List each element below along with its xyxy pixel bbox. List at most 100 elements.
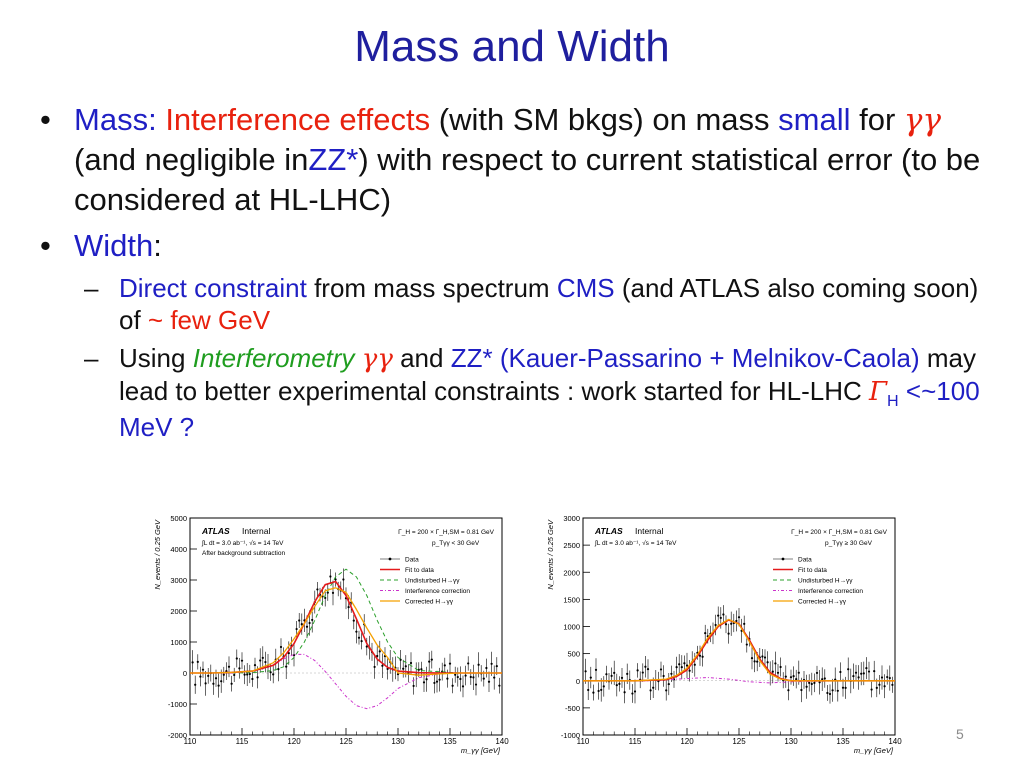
data-point	[355, 630, 358, 633]
data-point	[667, 682, 670, 686]
bullet-dot: •	[40, 102, 51, 137]
series-line	[190, 587, 502, 676]
data-point	[613, 671, 616, 674]
x-axis-label: m_γγ [GeV]	[461, 746, 501, 755]
legend-label: Interference correction	[405, 588, 470, 595]
direct-constraint: Direct constraint	[119, 273, 307, 303]
data-point	[454, 673, 457, 676]
page-number: 5	[956, 726, 964, 742]
bullet-dot: •	[40, 228, 51, 263]
data-point	[646, 668, 650, 671]
data-point	[701, 655, 704, 658]
x-tick-label: 120	[680, 737, 694, 746]
data-point	[847, 668, 850, 671]
data-point	[860, 672, 863, 675]
data-point	[745, 643, 748, 646]
data-point	[659, 668, 663, 671]
data-point	[831, 689, 834, 692]
data-point	[199, 675, 202, 678]
data-point	[456, 675, 459, 679]
data-point	[839, 670, 842, 674]
data-point	[243, 673, 246, 676]
data-point	[259, 659, 262, 662]
data-point	[365, 645, 368, 648]
data-point	[477, 663, 480, 666]
width-colon: :	[153, 228, 162, 263]
data-point	[435, 680, 439, 683]
chart-left: 110 115 120 125 130 135 140 -2000 -1000 0 1000 2000…	[150, 513, 512, 758]
y-tick-label: -1000	[168, 700, 187, 709]
y-tick-label: 5000	[170, 514, 187, 523]
data-point	[883, 685, 886, 688]
data-point	[815, 671, 819, 675]
y-tick-label: 1000	[563, 623, 580, 632]
data-point	[821, 678, 824, 681]
data-point	[498, 684, 501, 687]
x-axis-label: m_γγ [GeV]	[854, 746, 894, 755]
data-point	[888, 676, 891, 680]
data-point	[222, 673, 225, 676]
data-point	[207, 674, 210, 677]
data-point	[279, 645, 283, 649]
data-point	[620, 676, 624, 680]
data-point	[311, 618, 314, 622]
data-point	[409, 661, 413, 665]
data-point	[776, 671, 780, 674]
data-point	[823, 677, 826, 680]
data-point	[675, 666, 678, 669]
mass-label: Mass:	[74, 102, 157, 137]
data-point	[852, 675, 855, 678]
data-point	[256, 676, 259, 679]
y-tick-label: -1000	[561, 731, 580, 740]
legend-label: Interference correction	[798, 588, 863, 595]
data-point	[220, 680, 223, 683]
data-point	[587, 688, 590, 692]
data-point	[735, 619, 738, 623]
data-point	[678, 663, 681, 666]
y-tick-label: 3000	[563, 514, 580, 523]
data-point	[670, 672, 673, 675]
data-point	[652, 686, 655, 689]
data-point	[357, 636, 361, 639]
zz-star: ZZ*	[308, 142, 359, 177]
data-point	[248, 672, 251, 676]
y-axis-label: N_events / 0.25 GeV	[153, 519, 162, 590]
legend-marker	[388, 557, 392, 561]
interferometry-word: Interferometry	[192, 343, 355, 373]
y-tick-label: -500	[565, 704, 580, 713]
data-point	[308, 621, 311, 625]
data-point	[490, 662, 493, 665]
data-point	[485, 666, 488, 670]
data-point	[644, 665, 647, 668]
data-point	[813, 681, 816, 684]
x-tick-label: 130	[784, 737, 798, 746]
data-point	[626, 672, 629, 675]
y-tick-label: 0	[183, 669, 187, 678]
x-tick-label: 140	[888, 737, 902, 746]
series-line	[190, 580, 502, 674]
data-point	[795, 678, 798, 681]
data-point	[331, 591, 335, 594]
data-point	[461, 685, 465, 688]
mass-text-2: (and negligible in	[74, 142, 309, 177]
y-tick-label: 4000	[170, 545, 187, 554]
data-point	[233, 673, 236, 677]
data-point	[763, 656, 767, 659]
data-point	[880, 676, 884, 679]
data-point	[443, 664, 446, 667]
data-point	[459, 677, 462, 681]
data-point	[277, 668, 280, 671]
legend-label: Fit to data	[798, 567, 827, 574]
data-point	[662, 674, 665, 678]
data-point	[360, 639, 363, 643]
data-point	[698, 654, 702, 657]
experiment-label: ATLAS	[594, 526, 623, 536]
y-tick-label: 500	[567, 650, 580, 659]
sub-bullet-direct: – Direct constraint from mass spectrum C…	[40, 272, 1000, 336]
data-point	[727, 632, 730, 635]
legend-label: Fit to data	[405, 567, 434, 574]
data-point	[789, 676, 793, 679]
data-point	[464, 674, 467, 677]
data-point	[201, 668, 205, 671]
y-tick-label: 1500	[563, 595, 580, 604]
